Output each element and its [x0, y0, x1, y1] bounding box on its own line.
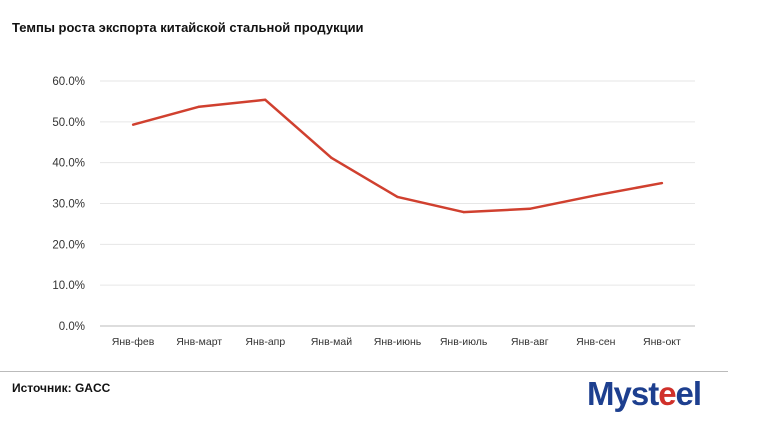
y-tick-label: 10.0%: [52, 280, 85, 292]
series-line: [132, 98, 663, 214]
x-tick-label: Янв-апр: [245, 336, 285, 348]
data-point: [264, 98, 267, 101]
divider: [0, 371, 728, 372]
line-chart: 0.0% 10.0% 20.0% 30.0% 40.0% 50.0% 60.0% Янв-фе…: [52, 76, 695, 348]
data-point: [528, 207, 531, 211]
data-point: [330, 156, 333, 159]
data-point: [462, 210, 465, 214]
y-tick-label: 30.0%: [52, 199, 85, 211]
y-tick-label: 0.0%: [59, 321, 85, 333]
x-tick-label: Янв-июль: [440, 336, 488, 348]
x-tick-label: Янв-май: [311, 336, 353, 348]
mysteel-logo: Mysteel: [587, 375, 702, 412]
x-tick-label: Янв-авг: [511, 336, 549, 348]
data-point: [396, 195, 399, 199]
y-tick-label: 50.0%: [52, 117, 85, 129]
y-tick-label: 60.0%: [52, 76, 85, 88]
x-tick-label: Янв-сен: [576, 336, 616, 348]
source-note: Источник: GACC: [12, 381, 111, 395]
data-point: [197, 105, 201, 108]
x-tick-label: Янв-фев: [112, 336, 155, 348]
data-point: [594, 194, 598, 197]
y-tick-label: 20.0%: [52, 239, 85, 251]
y-tick-label: 40.0%: [52, 158, 85, 170]
data-point: [660, 181, 664, 185]
x-tick-label: Янв-окт: [643, 336, 681, 348]
x-tick-label: Янв-март: [176, 336, 222, 348]
data-point: [131, 123, 135, 126]
chart-title: Темпы роста экспорта китайской стальной …: [12, 20, 364, 35]
x-tick-label: Янв-июнь: [374, 336, 422, 348]
